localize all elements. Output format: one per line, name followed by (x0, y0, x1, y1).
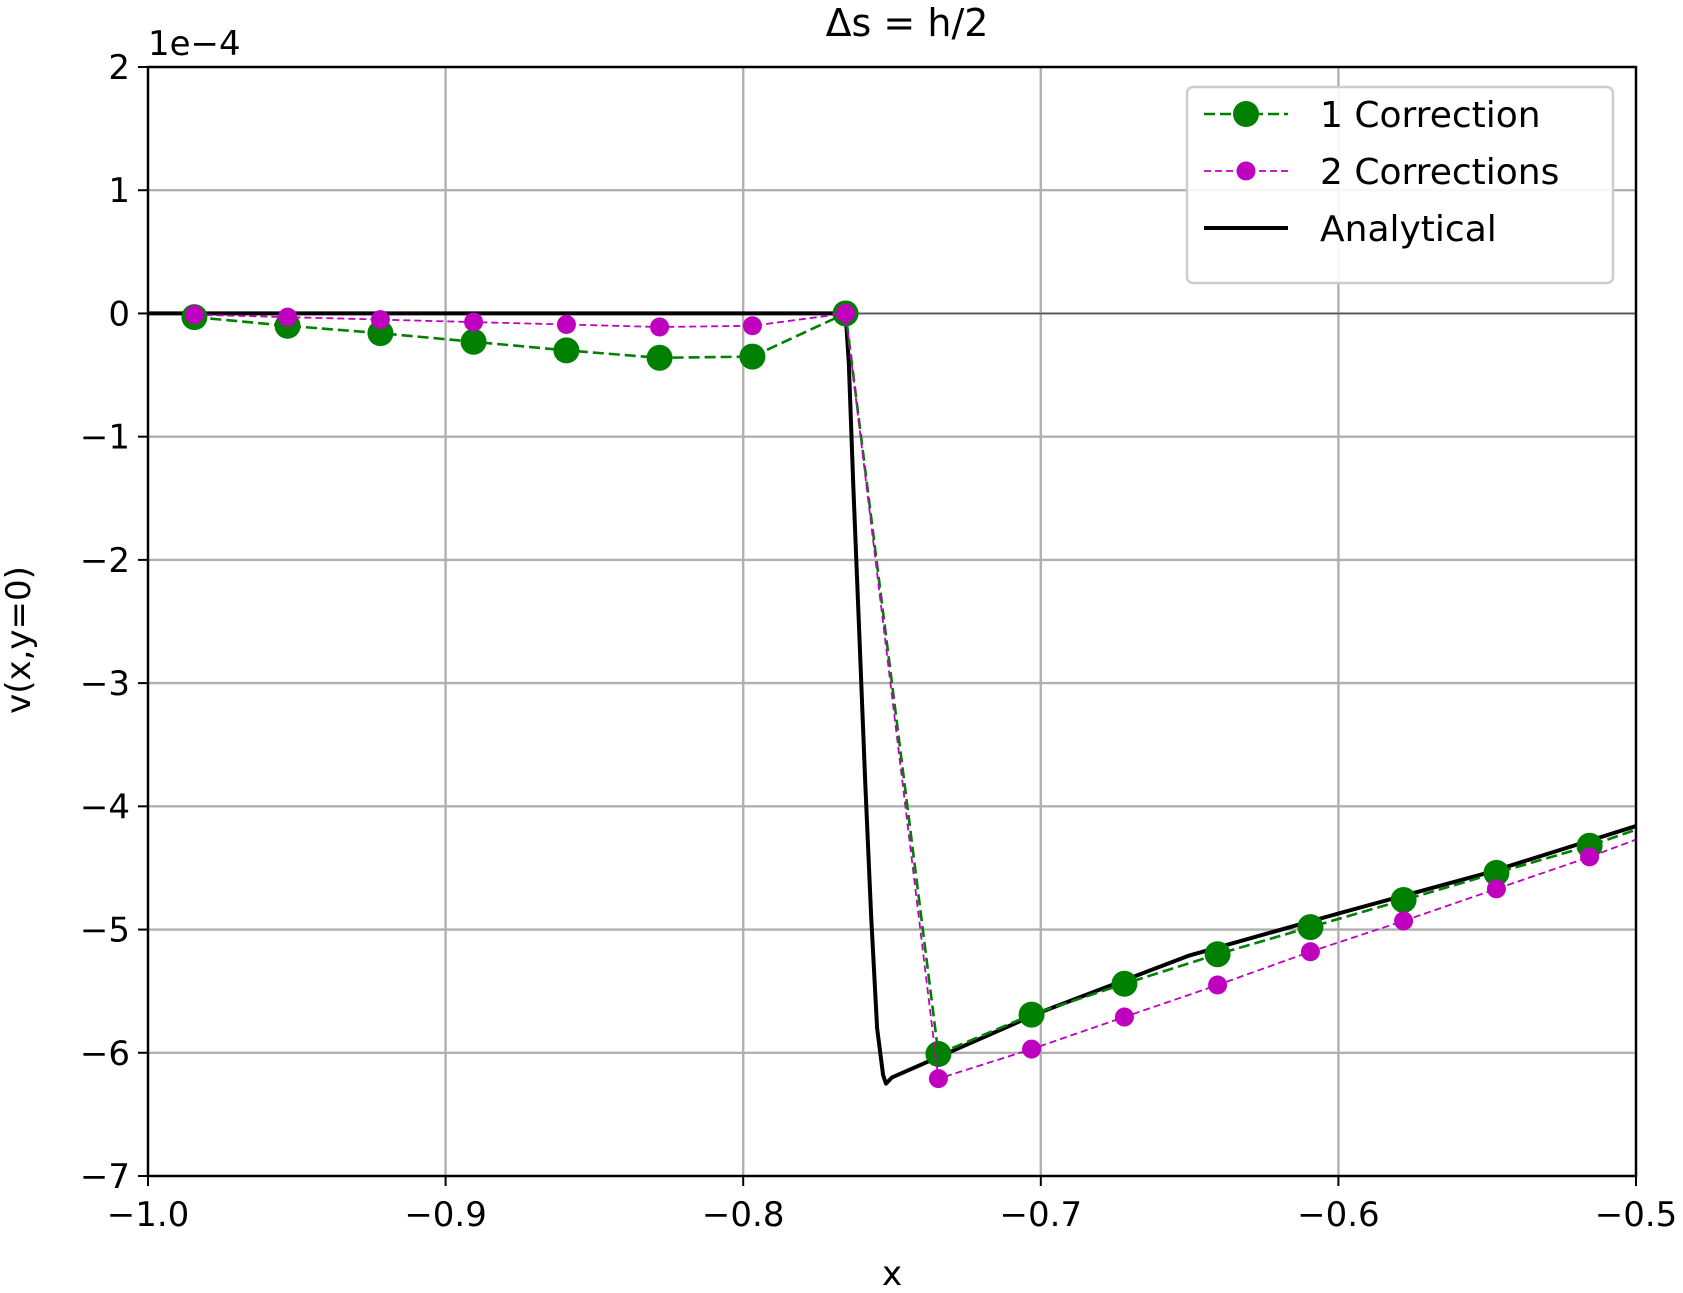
data-point-1-correction (1111, 970, 1138, 997)
x-axis-label: x (882, 1254, 902, 1293)
data-point-2-corrections (1580, 847, 1600, 867)
data-point-1-correction (1204, 941, 1231, 968)
x-tick-label: −0.9 (404, 1195, 487, 1235)
series-line-analytical (148, 311, 1636, 1086)
data-point-2-corrections (278, 307, 298, 327)
x-tick-label: −0.7 (1000, 1195, 1083, 1235)
x-tick-label: −1.0 (107, 1195, 190, 1235)
series-line-2-corrections (194, 312, 1636, 1080)
y-axis-ticks: 2 1 0 −1 −2 −3 −4 −5 −6 −7 (80, 48, 148, 1197)
data-point-2-corrections (1208, 975, 1228, 995)
data-point-2-corrections (650, 317, 670, 337)
legend: 1 Correction 2 Corrections Analytical (1185, 85, 1615, 285)
data-point-1-correction (925, 1041, 952, 1068)
y-tick-label: −1 (80, 418, 130, 458)
legend-label-analytical: Analytical (1320, 209, 1497, 250)
data-point-2-corrections (928, 1069, 948, 1089)
data-point-2-corrections (1022, 1039, 1042, 1059)
y-offset-text: 1e−4 (148, 24, 241, 64)
data-point-1-correction (739, 343, 766, 370)
data-point-2-corrections (464, 312, 484, 332)
plot-frame (146, 65, 1638, 1178)
y-tick-label: −4 (80, 787, 130, 827)
data-point-2-corrections (742, 316, 762, 336)
y-axis-label: v(x,y=0) (0, 566, 39, 714)
data-point-1-correction (1483, 859, 1510, 886)
y-tick-label: 2 (108, 48, 130, 88)
data-point-1-correction (367, 320, 394, 347)
y-tick-label: 1 (108, 171, 130, 211)
y-tick-label: −6 (80, 1034, 130, 1074)
data-point-2-corrections (1300, 942, 1320, 962)
chart-title: Δs = h/2 (826, 1, 989, 45)
legend-box (1185, 85, 1615, 285)
plot-series (148, 300, 1636, 1089)
data-point-1-correction (553, 337, 580, 364)
data-point-2-corrections (184, 305, 204, 325)
legend-label-2-corrections: 2 Corrections (1320, 152, 1559, 193)
y-tick-label: −3 (80, 664, 130, 704)
data-point-2-corrections (556, 315, 576, 335)
data-point-1-correction (1297, 914, 1324, 941)
data-point-2-corrections (370, 310, 390, 330)
data-point-1-correction (1390, 886, 1417, 913)
x-tick-label: −0.5 (1595, 1195, 1678, 1235)
x-tick-label: −0.6 (1297, 1195, 1380, 1235)
x-tick-label: −0.8 (702, 1195, 785, 1235)
legend-label-1-correction: 1 Correction (1320, 95, 1541, 136)
y-tick-label: −7 (80, 1157, 130, 1197)
y-tick-label: −5 (80, 911, 130, 951)
data-point-2-corrections (1394, 911, 1414, 931)
data-point-2-corrections (1114, 1007, 1134, 1027)
data-point-2-corrections (836, 303, 856, 323)
y-tick-label: −2 (80, 541, 130, 581)
y-tick-label: 0 (108, 294, 130, 334)
legend-marker-1-correction (1233, 101, 1259, 127)
data-point-1-correction (460, 328, 487, 355)
data-point-1-correction (1018, 1001, 1045, 1028)
data-point-2-corrections (1486, 879, 1506, 899)
legend-marker-2-corrections (1236, 161, 1256, 181)
x-axis-ticks: −1.0 −0.9 −0.8 −0.7 −0.6 −0.5 (107, 1176, 1678, 1235)
data-point-1-correction (646, 344, 673, 371)
